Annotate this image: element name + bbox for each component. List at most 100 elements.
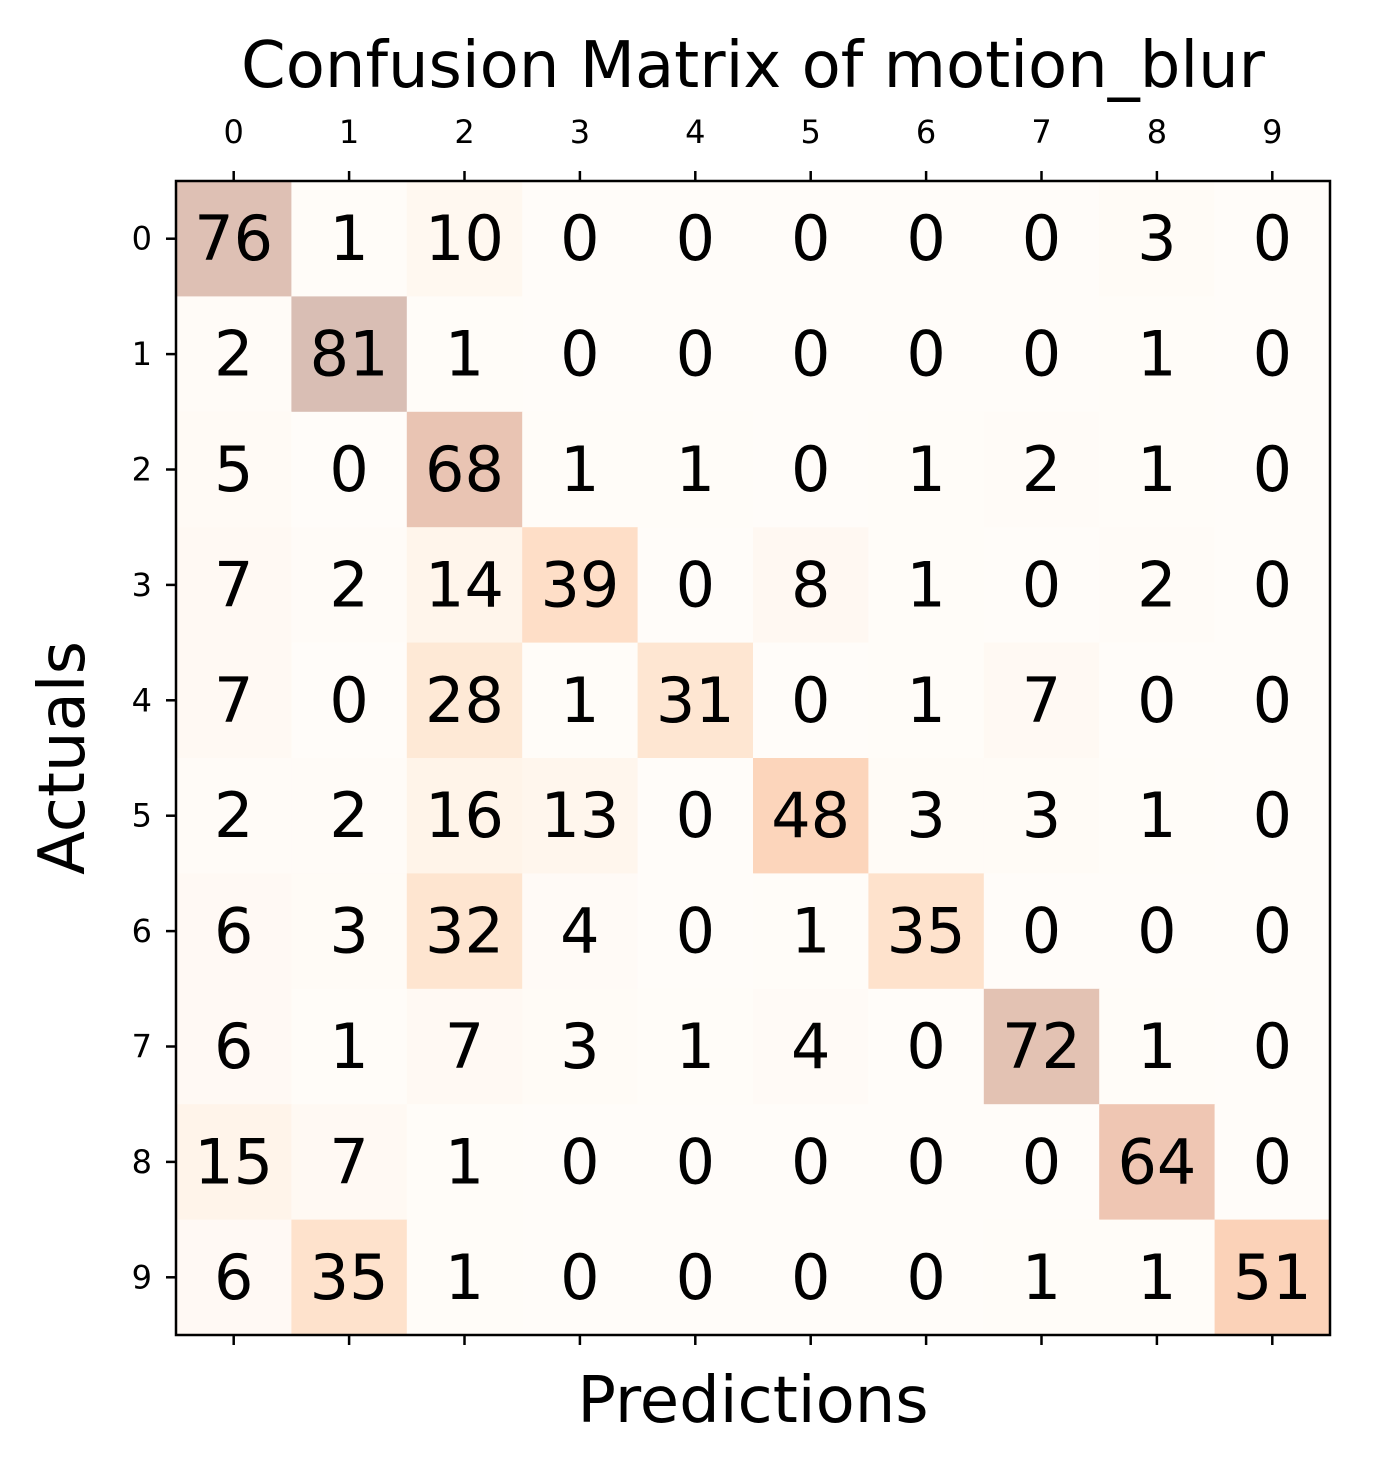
heatmap-cell [983, 988, 1100, 1105]
cell-value-label: 1 [906, 664, 945, 737]
cell-value-label: 4 [560, 895, 599, 968]
cell-value-label: 3 [329, 895, 368, 968]
heatmap-cell-labels: 76 1 10 0 0 0 0 0 3 02 81 1 0 0 0 0 0 1 05 0 68 1 1 0 1 2 1 07 2 14 39… [194, 202, 1312, 1314]
heatmap-cell [522, 296, 639, 413]
cell-value-label: 32 [425, 895, 504, 968]
heatmap-cell [1214, 411, 1331, 528]
cell-value-label: 7 [214, 548, 253, 621]
x-axis-label: Predictions [577, 1364, 928, 1438]
heatmap-cell [291, 1219, 408, 1336]
cell-value-label: 13 [540, 779, 619, 852]
cell-value-label: 1 [1137, 433, 1176, 506]
cell-value-label: 64 [1117, 1125, 1196, 1198]
y-tick-label: 8 [132, 1143, 152, 1181]
cell-value-label: 0 [560, 318, 599, 391]
heatmap-cell [1099, 411, 1216, 528]
heatmap-cell [176, 873, 292, 990]
heatmap-cell [176, 296, 292, 413]
cell-value-label: 1 [1137, 1010, 1176, 1083]
cell-value-label: 4 [791, 1010, 830, 1083]
heatmap-cell [1214, 1219, 1331, 1336]
x-tick-label: 5 [801, 113, 821, 151]
heatmap-cell [753, 1219, 869, 1336]
cell-value-label: 28 [425, 664, 504, 737]
cell-value-label: 14 [425, 548, 504, 621]
cell-value-label: 1 [445, 1241, 484, 1314]
cell-value-label: 0 [1253, 895, 1292, 968]
heatmap-cell [291, 296, 408, 413]
x-tick-label: 9 [1262, 113, 1282, 151]
y-tick-label: 1 [132, 335, 152, 373]
heatmap-cell [406, 1219, 523, 1336]
x-tick-label: 3 [570, 113, 590, 151]
heatmap-cell [983, 181, 1100, 297]
cell-value-label: 0 [791, 664, 830, 737]
cell-value-label: 1 [906, 433, 945, 506]
heatmap-cell [522, 988, 639, 1105]
heatmap-cell [522, 1104, 639, 1221]
cell-value-label: 0 [1253, 202, 1292, 275]
heatmap-cell [1214, 758, 1331, 874]
heatmap-cell [753, 1104, 869, 1221]
heatmap-cell [406, 642, 523, 759]
cell-value-label: 0 [1253, 433, 1292, 506]
heatmap-cell [637, 296, 754, 413]
cell-value-label: 72 [1002, 1010, 1081, 1083]
heatmap-cell [522, 527, 639, 644]
y-axis-ticks: 0 1 2 3 4 5 6 7 8 9 [132, 220, 176, 1296]
cell-value-label: 1 [445, 1125, 484, 1198]
cell-value-label: 1 [791, 895, 830, 968]
cell-value-label: 0 [676, 548, 715, 621]
heatmap-cells [176, 181, 1331, 1336]
heatmap-cell [1214, 1104, 1331, 1221]
cell-value-label: 7 [1022, 664, 1061, 737]
cell-value-label: 1 [560, 433, 599, 506]
cell-value-label: 2 [329, 779, 368, 852]
heatmap-cell [983, 411, 1100, 528]
cell-value-label: 0 [1253, 318, 1292, 391]
x-tick-label: 7 [1031, 113, 1051, 151]
heatmap-cell [1099, 873, 1216, 990]
heatmap-cell [983, 873, 1100, 990]
heatmap-cell [1099, 758, 1216, 874]
heatmap-cell [406, 411, 523, 528]
cell-value-label: 0 [676, 1125, 715, 1198]
cell-value-label: 0 [791, 1125, 830, 1198]
heatmap-cell [1099, 642, 1216, 759]
cell-value-label: 0 [676, 1241, 715, 1314]
x-tick-label: 8 [1147, 113, 1167, 151]
cell-value-label: 0 [1137, 895, 1176, 968]
cell-value-label: 0 [1253, 1125, 1292, 1198]
y-tick-label: 5 [132, 797, 152, 835]
cell-value-label: 0 [791, 1241, 830, 1314]
heatmap-cell [291, 988, 408, 1105]
heatmap-cell [522, 411, 639, 528]
heatmap-cell [983, 642, 1100, 759]
y-tick-label: 3 [132, 566, 152, 604]
cell-value-label: 0 [676, 779, 715, 852]
heatmap-cell [1099, 527, 1216, 644]
cell-value-label: 0 [1137, 664, 1176, 737]
heatmap-cell [753, 988, 869, 1105]
heatmap-cell [983, 1219, 1100, 1336]
cell-value-label: 0 [791, 318, 830, 391]
cell-value-label: 7 [329, 1125, 368, 1198]
cell-value-label: 0 [1022, 202, 1061, 275]
x-tick-label: 1 [339, 113, 359, 151]
heatmap-cell [868, 1104, 985, 1221]
cell-value-label: 1 [906, 548, 945, 621]
heatmap-cell [983, 527, 1100, 644]
cell-value-label: 0 [906, 202, 945, 275]
cell-value-label: 6 [214, 895, 253, 968]
y-tick-label: 2 [132, 451, 152, 489]
cell-value-label: 0 [906, 1010, 945, 1083]
heatmap-cell [406, 296, 523, 413]
heatmap-cell [637, 1219, 754, 1336]
cell-value-label: 0 [676, 202, 715, 275]
cell-value-label: 81 [310, 318, 389, 391]
y-tick-label: 0 [132, 220, 152, 258]
heatmap-cell [637, 1104, 754, 1221]
heatmap-cell [753, 181, 869, 297]
heatmap-cell [291, 642, 408, 759]
